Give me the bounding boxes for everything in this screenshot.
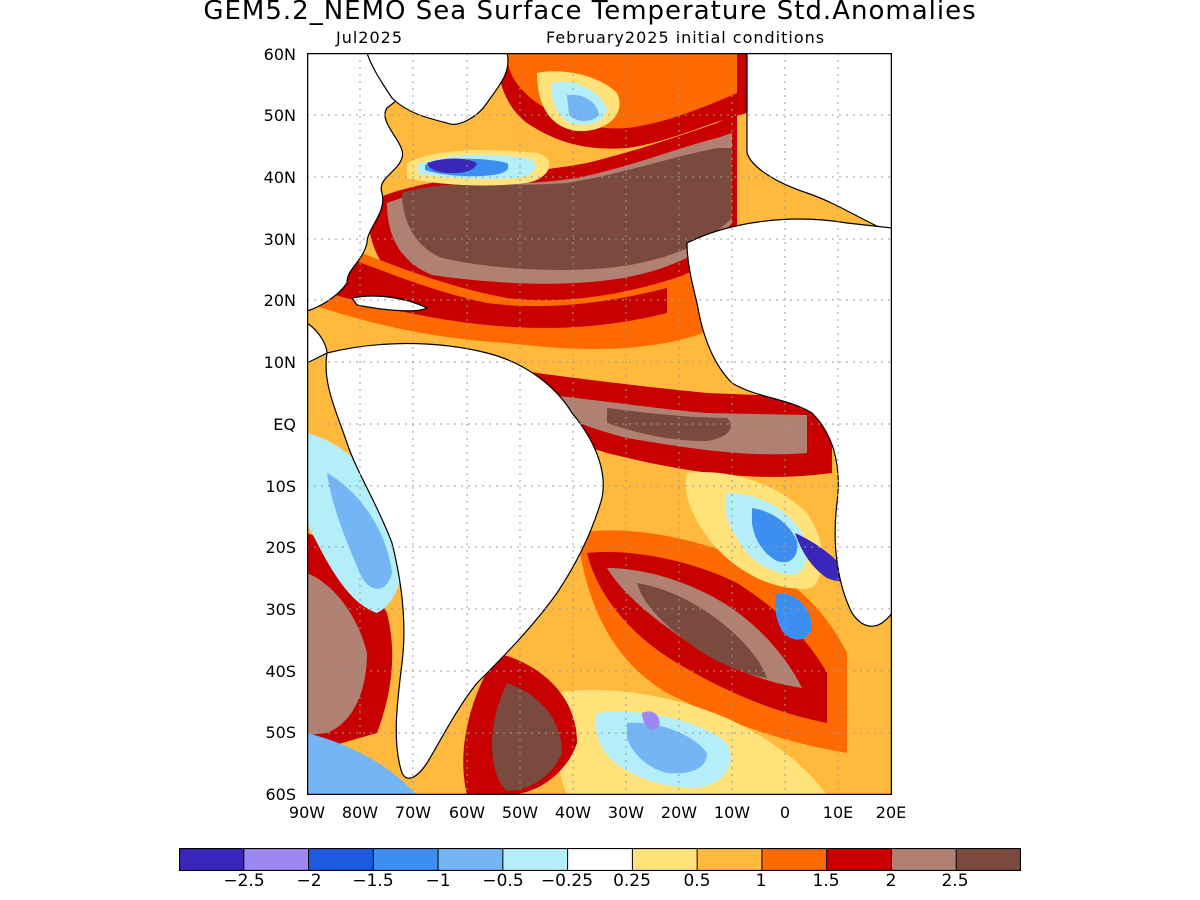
colorbar-label: 1: [755, 871, 767, 891]
lon-label-20w: 20W: [660, 803, 698, 822]
colorbar-label: 0.5: [683, 871, 711, 891]
colorbar: [179, 848, 1021, 871]
colorbar-label: 0.25: [613, 871, 651, 891]
colorbar-swatch: [437, 848, 504, 871]
lat-label-50n: 50N: [263, 106, 296, 125]
lon-label-40w: 40W: [554, 803, 592, 822]
lat-label-50s: 50S: [265, 723, 296, 742]
lon-label-10e: 10E: [822, 803, 854, 822]
lon-label-90w: 90W: [288, 803, 326, 822]
sst-anomaly-map: [307, 53, 892, 795]
lat-label-40n: 40N: [263, 168, 296, 187]
land-masses: [307, 53, 892, 779]
lat-label-20n: 20N: [263, 291, 296, 310]
colorbar-swatch: [567, 848, 634, 871]
colorbar-label: −1: [425, 871, 451, 891]
south-atlantic-anomalies: [307, 433, 848, 795]
lat-label-30s: 30S: [265, 600, 296, 619]
colorbar-swatch: [826, 848, 893, 871]
colorbar-swatch: [955, 848, 1021, 871]
lat-label-20s: 20S: [265, 538, 296, 557]
valid-month-label: Jul2025: [336, 28, 404, 47]
labrador-land: [366, 53, 509, 125]
colorbar-swatch: [243, 848, 310, 871]
colorbar-label: −1.5: [352, 871, 394, 891]
colorbar-swatch: [890, 848, 958, 871]
colorbar-label: 2.5: [941, 871, 969, 891]
initial-conditions-label: February2025 initial conditions: [546, 28, 826, 47]
lat-label-eq: EQ: [273, 415, 296, 434]
lat-label-60n: 60N: [263, 45, 296, 64]
lat-label-60s: 60S: [265, 785, 296, 804]
south-america-land: [325, 342, 604, 779]
lat-label-40s: 40S: [265, 662, 296, 681]
colorbar-label: −2: [296, 871, 322, 891]
colorbar-swatch: [696, 848, 763, 871]
colorbar-swatch: [308, 848, 375, 871]
colorbar-swatch: [761, 848, 828, 871]
equatorial-anomalies: [467, 363, 832, 477]
colorbar-label: 2: [885, 871, 897, 891]
lon-label-10w: 10W: [713, 803, 751, 822]
lon-label-50w: 50W: [501, 803, 539, 822]
colorbar-swatch: [372, 848, 440, 871]
colorbar-label: −2.5: [223, 871, 265, 891]
lon-label-60w: 60W: [448, 803, 486, 822]
lat-label-10n: 10N: [263, 353, 296, 372]
colorbar-label: −0.5: [482, 871, 524, 891]
map-title: GEM5.2_NEMO Sea Surface Temperature Std.…: [203, 0, 977, 26]
lon-label-0: 0: [779, 803, 791, 822]
lon-label-80w: 80W: [341, 803, 379, 822]
colorbar-swatch: [631, 848, 699, 871]
north-america-land: [307, 53, 421, 312]
map-frame: [307, 53, 892, 795]
colorbar-swatch: [502, 848, 569, 871]
lon-label-70w: 70W: [394, 803, 432, 822]
colorbar-swatch: [179, 848, 245, 871]
lat-label-30n: 30N: [263, 230, 296, 249]
lon-label-30w: 30W: [607, 803, 645, 822]
graticule: [307, 53, 892, 795]
africa-land: [686, 218, 892, 627]
central-america-land: [307, 322, 328, 364]
colorbar-label: −0.25: [540, 871, 594, 891]
colorbar-label: 1.5: [812, 871, 840, 891]
colorbar-frame: [179, 848, 1021, 871]
lon-label-20e: 20E: [875, 803, 907, 822]
lat-label-10s: 10S: [265, 477, 296, 496]
